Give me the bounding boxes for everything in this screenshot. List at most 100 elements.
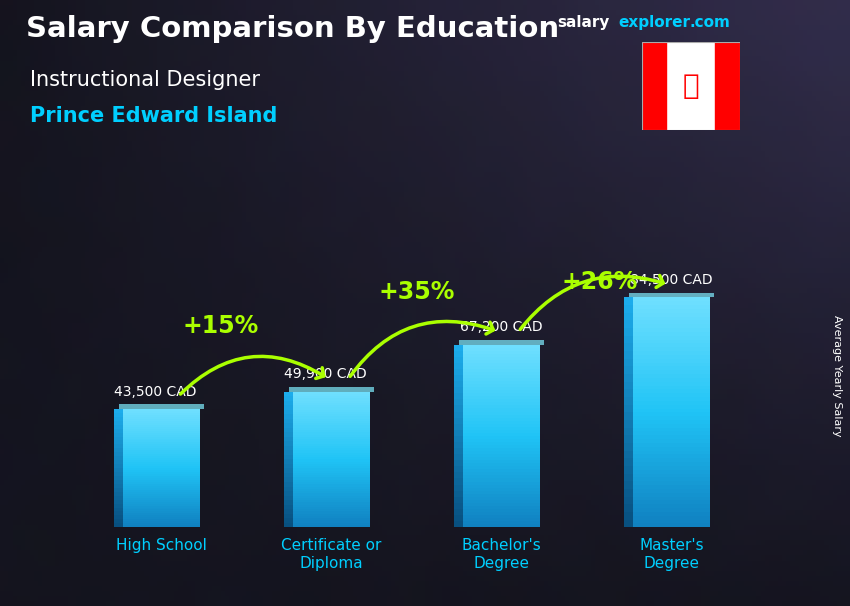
Bar (114, 523, 123, 527)
Bar (293, 489, 370, 491)
Bar (454, 357, 463, 363)
Bar (293, 523, 370, 525)
Bar (123, 413, 200, 415)
Bar (293, 464, 370, 466)
Bar (463, 405, 540, 408)
Bar (293, 455, 370, 457)
Bar (123, 456, 200, 458)
Bar (114, 428, 123, 433)
Bar (633, 336, 710, 339)
Bar (123, 452, 200, 454)
Bar (463, 408, 540, 411)
Bar (114, 452, 123, 456)
Bar (633, 489, 710, 493)
Bar (293, 416, 370, 419)
Bar (463, 351, 540, 354)
Bar (463, 369, 540, 372)
Bar (463, 411, 540, 415)
Bar (633, 305, 710, 309)
Text: +26%: +26% (562, 270, 638, 294)
Bar (284, 432, 293, 437)
Bar (633, 516, 710, 519)
Bar (293, 453, 370, 455)
Bar (293, 396, 370, 398)
Bar (454, 503, 463, 509)
Bar (123, 466, 200, 468)
Bar (633, 362, 710, 367)
Bar (463, 393, 540, 396)
Bar (463, 454, 540, 457)
Bar (454, 399, 463, 405)
Bar (633, 512, 710, 516)
Bar (463, 512, 540, 515)
Bar (123, 491, 200, 494)
Bar (114, 504, 123, 507)
Bar (123, 439, 200, 441)
Text: Prince Edward Island: Prince Edward Island (30, 106, 277, 126)
Bar (633, 378, 710, 382)
Bar (454, 454, 463, 460)
Bar (624, 435, 633, 443)
Bar (463, 463, 540, 466)
Bar (284, 473, 293, 478)
Bar (114, 425, 123, 428)
Bar (454, 460, 463, 466)
Bar (463, 457, 540, 460)
Bar (633, 451, 710, 454)
Bar (293, 448, 370, 450)
Bar (123, 442, 200, 444)
Bar (293, 432, 370, 435)
Bar (123, 507, 200, 510)
Bar (633, 435, 710, 439)
Bar (633, 466, 710, 470)
Bar (293, 505, 370, 507)
Bar (633, 309, 710, 313)
Bar (633, 328, 710, 332)
Bar (633, 412, 710, 416)
Bar (633, 478, 710, 481)
Bar (284, 500, 293, 505)
Bar (293, 401, 370, 403)
Bar (624, 336, 633, 344)
Bar (293, 493, 370, 496)
Bar (463, 473, 540, 476)
Bar (123, 498, 200, 499)
Bar (284, 482, 293, 487)
Bar (454, 369, 463, 375)
Bar (633, 298, 710, 301)
Bar (463, 421, 540, 424)
Bar (114, 444, 123, 448)
Bar (633, 390, 710, 393)
Bar (123, 494, 200, 496)
Bar (284, 478, 293, 482)
Bar (293, 514, 370, 516)
Bar (463, 442, 540, 445)
Bar (114, 519, 123, 523)
Bar (284, 505, 293, 509)
Bar (123, 444, 200, 447)
Bar (642, 42, 666, 130)
Bar (454, 411, 463, 418)
Bar (463, 470, 540, 473)
Bar (715, 42, 740, 130)
Bar (633, 481, 710, 485)
Bar (633, 408, 710, 412)
Bar (123, 447, 200, 448)
Bar (454, 491, 463, 497)
Bar (114, 484, 123, 488)
Bar (624, 305, 633, 313)
Bar (633, 504, 710, 508)
Bar (284, 491, 293, 496)
Bar (454, 448, 463, 454)
Bar (123, 435, 200, 436)
Bar (633, 397, 710, 401)
Bar (454, 381, 463, 387)
Bar (123, 468, 200, 470)
Bar (123, 460, 200, 462)
Bar (633, 462, 710, 466)
Bar (463, 354, 540, 357)
Bar (633, 501, 710, 504)
Bar (633, 474, 710, 478)
Bar (633, 443, 710, 447)
Bar (293, 403, 370, 405)
